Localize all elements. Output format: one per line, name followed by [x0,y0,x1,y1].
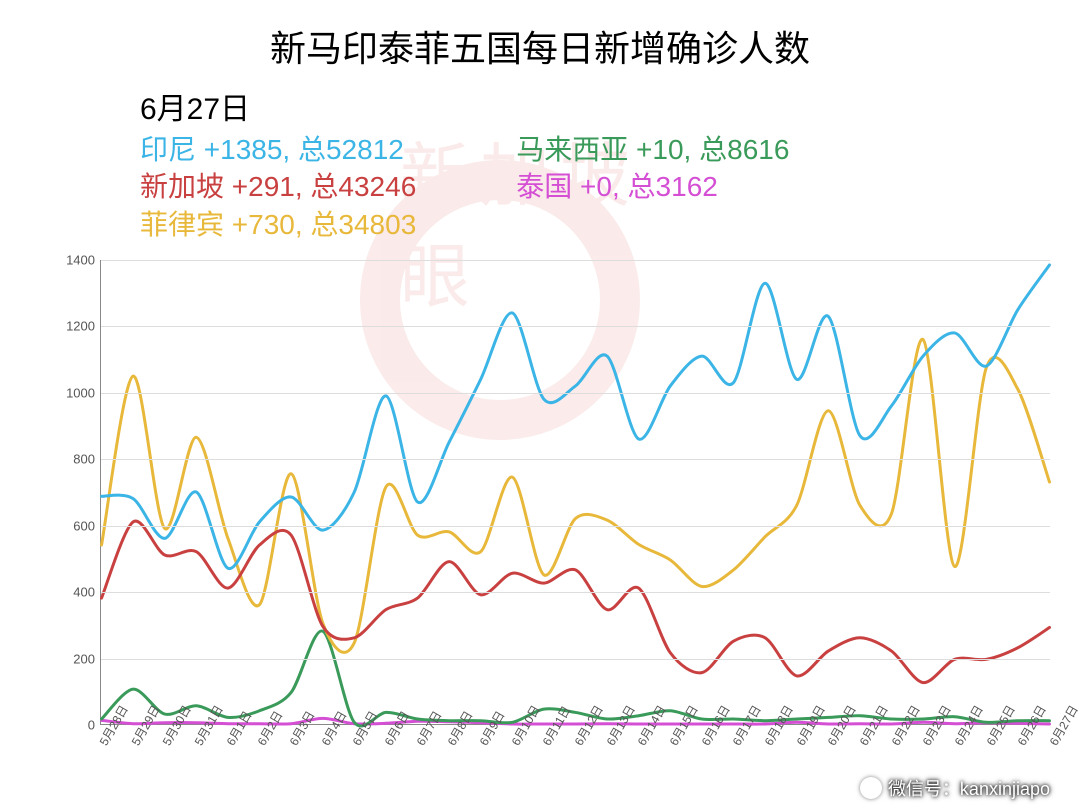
y-tick-label: 600 [50,518,95,533]
legend-date: 6月27日 [140,90,789,131]
wechat-credit: 微信号：kanxinjiapo [860,775,1050,801]
wechat-icon [860,777,882,799]
y-tick-label: 800 [50,452,95,467]
legend-singapore: 新加坡 +291, 总43246 [140,168,416,206]
y-tick-label: 0 [50,718,95,733]
legend-thailand: 泰国 +0, 总3162 [516,168,789,206]
chart-area: 0200400600800100012001400 5月28日5月29日5月30… [50,260,1050,770]
x-axis-ticks: 5月28日5月29日5月30日5月31日6月1日6月2日6月3日6月4日6月5日… [100,730,1050,770]
y-tick-label: 1000 [50,385,95,400]
legend-philippines: 菲律宾 +730, 总34803 [140,206,416,244]
line-series [101,260,1050,724]
legend-indonesia: 印尼 +1385, 总52812 [140,131,416,169]
y-tick-label: 1200 [50,319,95,334]
plot-area [100,260,1050,725]
y-tick-label: 200 [50,651,95,666]
y-tick-label: 1400 [50,253,95,268]
y-tick-label: 400 [50,585,95,600]
wechat-label: 微信号：kanxinjiapo [888,775,1050,801]
chart-title: 新马印泰菲五国每日新增确诊人数 [0,0,1080,72]
legend: 6月27日 印尼 +1385, 总52812 新加坡 +291, 总43246 … [140,90,789,244]
legend-malaysia: 马来西亚 +10, 总8616 [516,131,789,169]
